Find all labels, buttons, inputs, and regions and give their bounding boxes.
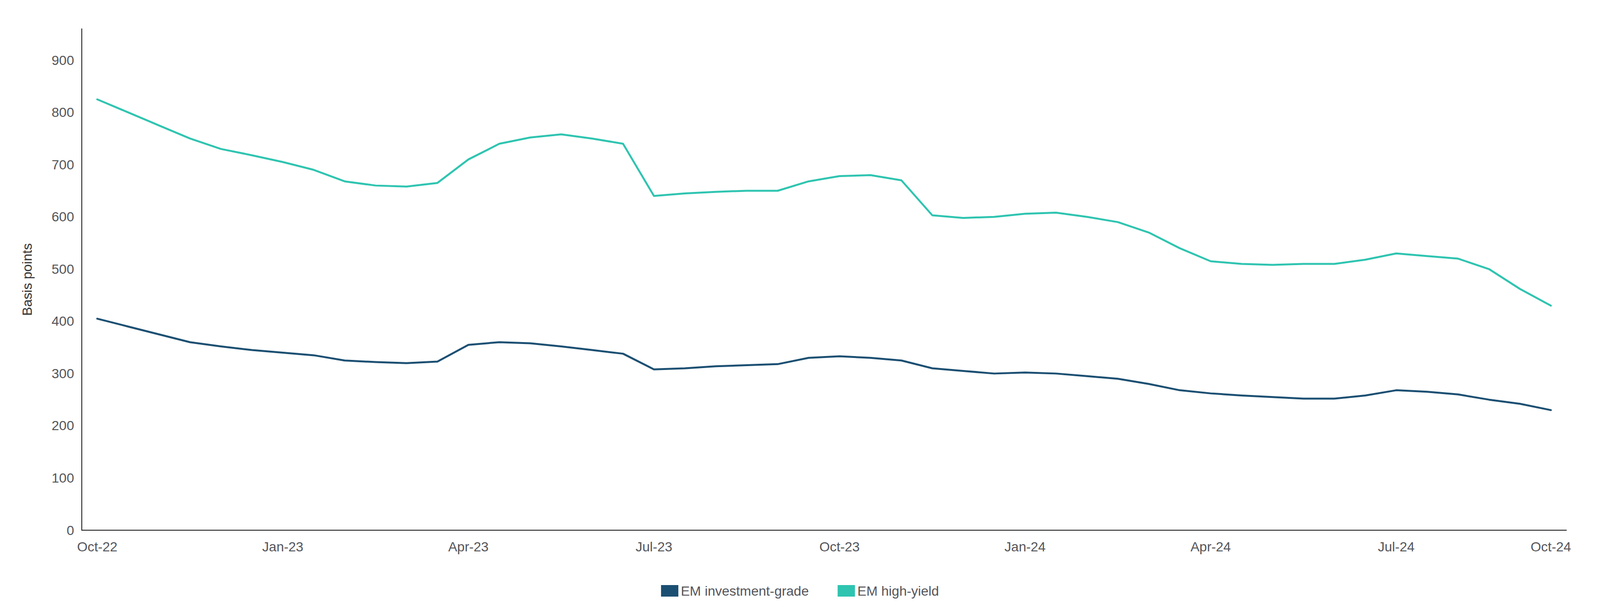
svg-text:800: 800 (51, 104, 75, 120)
svg-text:500: 500 (51, 261, 75, 277)
svg-text:EM investment-grade: EM investment-grade (680, 583, 809, 599)
svg-text:Jul-23: Jul-23 (635, 539, 673, 555)
svg-text:400: 400 (51, 313, 75, 329)
svg-text:Basis points: Basis points (19, 243, 35, 317)
svg-text:300: 300 (51, 366, 75, 381)
svg-text:Oct-24: Oct-24 (1530, 539, 1572, 555)
svg-text:Apr-23: Apr-23 (448, 539, 489, 555)
svg-text:600: 600 (51, 209, 75, 225)
svg-text:900: 900 (51, 52, 75, 68)
svg-text:Jul-24: Jul-24 (1377, 539, 1415, 555)
svg-text:Jan-23: Jan-23 (262, 539, 304, 555)
svg-text:Jan-24: Jan-24 (1004, 539, 1046, 555)
svg-text:Oct-23: Oct-23 (819, 539, 860, 555)
svg-text:700: 700 (51, 157, 75, 173)
svg-text:200: 200 (51, 418, 75, 433)
svg-text:EM high-yield: EM high-yield (857, 583, 940, 599)
svg-text:Apr-24: Apr-24 (1190, 539, 1232, 555)
svg-text:0: 0 (66, 522, 75, 538)
svg-text:Oct-22: Oct-22 (76, 539, 118, 555)
svg-text:100: 100 (51, 470, 75, 486)
